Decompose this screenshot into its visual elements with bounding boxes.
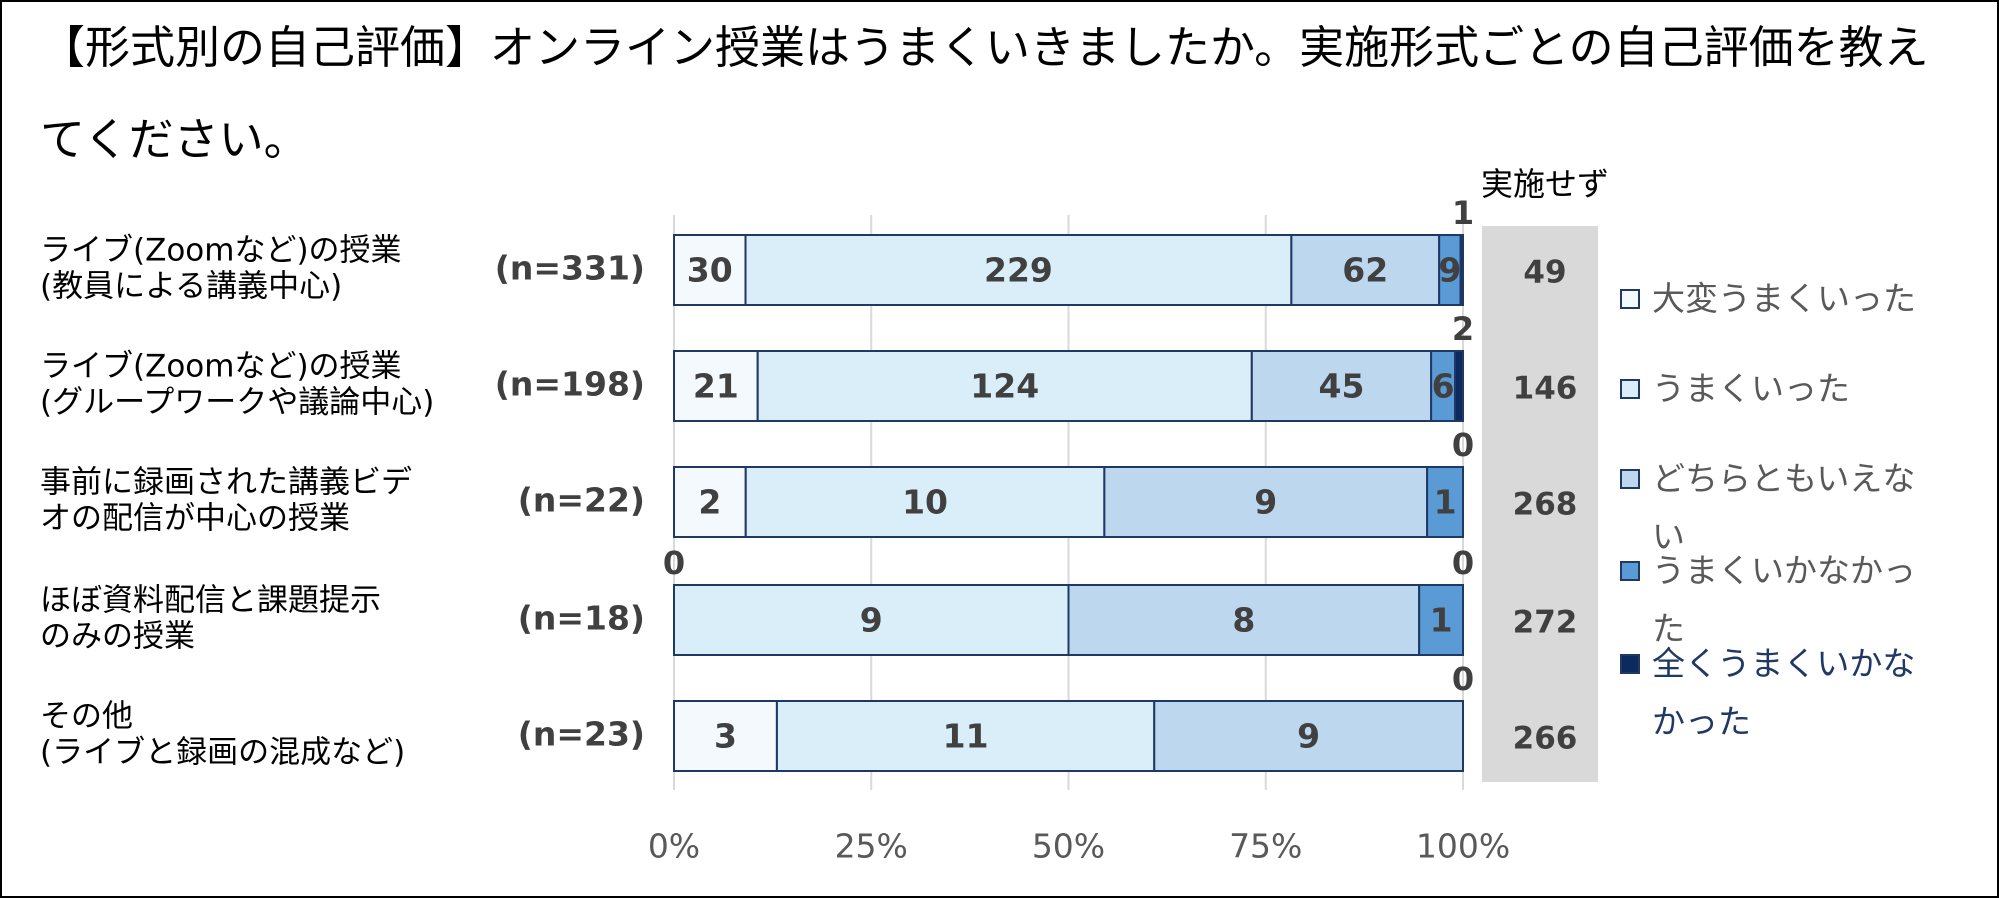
- legend-item: うまくいかなかった: [1620, 542, 1980, 658]
- not-conducted-value: 49: [1523, 255, 1566, 291]
- data-label: 9: [860, 601, 883, 640]
- x-tick-label: 0%: [648, 827, 700, 866]
- bar-segment: [1426, 466, 1464, 538]
- category-label: (ライブと録画の混成など): [40, 735, 405, 771]
- bar-segment: [673, 466, 747, 538]
- category-label: オの配信が中心の授業: [40, 501, 350, 537]
- legend-item: 大変うまくいった: [1620, 270, 1980, 328]
- legend-swatch: [1620, 289, 1640, 309]
- data-label: 229: [984, 251, 1053, 290]
- data-label: 1: [1434, 483, 1457, 522]
- data-label: 21: [693, 367, 739, 406]
- category-label: (グループワークや議論中心): [40, 385, 434, 421]
- legend-item: 全くうまくいかなかった: [1620, 635, 1980, 751]
- legend-swatch: [1620, 379, 1640, 399]
- bar-segment: [775, 700, 1156, 772]
- data-label: 9: [1254, 483, 1277, 522]
- bar-segment: [1454, 350, 1464, 422]
- bar-segment: [1103, 466, 1429, 538]
- bar-segment: [1459, 234, 1465, 306]
- x-tick-label: 25%: [835, 827, 908, 866]
- data-label: 11: [943, 717, 989, 756]
- data-label: 3: [714, 717, 737, 756]
- category-label: 事前に録画された講義ビデ: [40, 465, 412, 501]
- legend-label: うまくいかなかった: [1652, 551, 1916, 648]
- bar-segment: [756, 350, 1253, 422]
- legend-swatch: [1620, 561, 1640, 581]
- data-label: 10: [902, 483, 948, 522]
- not-conducted-header: 実施せず: [1481, 165, 1609, 203]
- data-label: 1: [1452, 194, 1474, 232]
- bar-segment: [1153, 700, 1464, 772]
- category-label: ライブ(Zoomなど)の授業: [40, 233, 402, 269]
- chart-title: 【形式別の自己評価】オンライン授業はうまくいきましたか。実施形式ごとの自己評価を…: [40, 21, 1929, 166]
- x-tick-label: 100%: [1416, 827, 1510, 866]
- bar-segment: [1290, 234, 1441, 306]
- legend-label: どちらともいえない: [1652, 459, 1916, 556]
- bar-segment: [673, 700, 778, 772]
- category-label: ほぼ資料配信と課題提示: [40, 583, 381, 619]
- n-label: (n=23): [518, 715, 645, 754]
- bar-segment: [673, 234, 747, 306]
- data-label: 6: [1432, 367, 1455, 406]
- not-conducted-value: 268: [1513, 487, 1578, 523]
- category-label: のみの授業: [40, 619, 195, 655]
- data-label: 62: [1342, 251, 1388, 290]
- not-conducted-band: [1482, 226, 1598, 782]
- n-label: (n=22): [518, 481, 645, 520]
- data-label: 30: [687, 251, 733, 290]
- n-label: (n=18): [518, 599, 645, 638]
- data-label: 2: [698, 483, 721, 522]
- data-label: 124: [970, 367, 1039, 406]
- category-label: ライブ(Zoomなど)の授業: [40, 349, 402, 385]
- data-label: 9: [1438, 251, 1461, 290]
- not-conducted-value: 272: [1513, 605, 1578, 641]
- legend-label: 全くうまくいかなかった: [1652, 644, 1916, 741]
- legend-item: どちらともいえない: [1620, 450, 1980, 566]
- data-label: 0: [1452, 660, 1474, 698]
- x-tick-label: 75%: [1229, 827, 1302, 866]
- legend-label: 大変うまくいった: [1652, 279, 1916, 318]
- legend-label: うまくいった: [1652, 369, 1850, 408]
- data-label: 0: [1452, 544, 1474, 582]
- data-label: 2: [1452, 310, 1474, 348]
- category-label: (教員による講義中心): [40, 269, 342, 305]
- data-label: 1: [1430, 601, 1453, 640]
- category-label: その他: [40, 699, 133, 735]
- data-label: 9: [1297, 717, 1320, 756]
- legend-swatch: [1620, 469, 1640, 489]
- legend-swatch: [1620, 654, 1640, 674]
- bar-segment: [744, 466, 1106, 538]
- n-label: (n=331): [495, 249, 645, 288]
- data-label: 0: [1452, 426, 1474, 464]
- legend-item: うまくいった: [1620, 360, 1980, 418]
- n-label: (n=198): [495, 365, 645, 404]
- not-conducted-value: 146: [1513, 371, 1578, 407]
- x-tick-label: 50%: [1032, 827, 1105, 866]
- data-label: 0: [663, 544, 685, 582]
- bar-segment: [1250, 350, 1433, 422]
- data-label: 45: [1318, 367, 1364, 406]
- bar-segment: [1418, 584, 1464, 656]
- data-label: 8: [1232, 601, 1255, 640]
- not-conducted-value: 266: [1513, 721, 1578, 757]
